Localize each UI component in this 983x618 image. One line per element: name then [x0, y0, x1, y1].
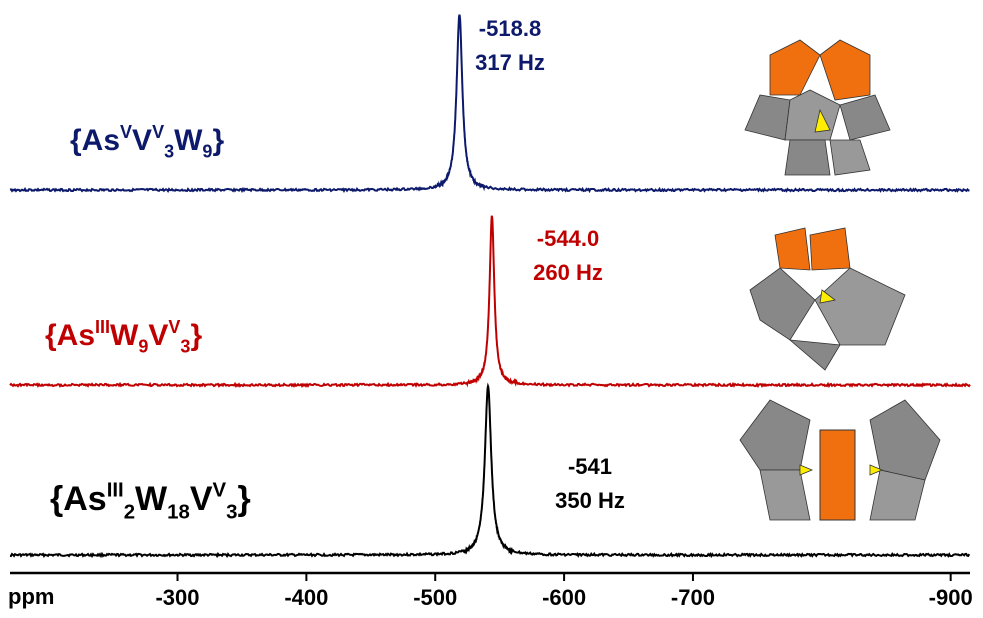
series-name-part: {As	[70, 124, 120, 157]
x-tick-label: -900	[929, 585, 973, 610]
series-name-part: 9	[138, 337, 148, 357]
linewidth-label: 260 Hz	[533, 260, 603, 285]
series-name-part: W	[110, 319, 139, 352]
series-name-part: }	[190, 319, 202, 352]
x-tick-label: -400	[284, 585, 328, 610]
series-name-part: V	[190, 480, 213, 518]
spectrum	[9, 215, 971, 389]
series-name-part: V	[152, 122, 164, 142]
series-name-part: }	[237, 480, 250, 518]
series-name-part: }	[212, 124, 224, 157]
x-tick-label: -300	[155, 585, 199, 610]
series-name-part: V	[213, 479, 227, 501]
x-tick-label: -700	[671, 585, 715, 610]
x-tick-label: -600	[542, 585, 586, 610]
series-name-part: {As	[50, 480, 107, 518]
series-name-part: V	[132, 124, 152, 157]
series-name-part: W	[135, 480, 168, 518]
series-name-part: III	[95, 317, 110, 337]
series-name-part: III	[107, 479, 124, 501]
structure-1	[744, 39, 891, 176]
series-name-part: 3	[226, 502, 237, 524]
peak-label: -518.8	[479, 16, 541, 41]
series-name-part: {As	[45, 319, 95, 352]
spectrum	[9, 382, 971, 559]
linewidth-label: 350 Hz	[555, 488, 625, 513]
structure-3	[739, 399, 941, 521]
peak-label: -544.0	[537, 226, 599, 251]
series-name-part: V	[120, 122, 132, 142]
series-name: {AsIII2W18VV3}	[50, 479, 251, 523]
x-axis-label: ppm	[8, 584, 54, 609]
spectrum	[9, 14, 970, 194]
x-tick-label: -500	[413, 585, 457, 610]
series-name-part: 3	[180, 337, 190, 357]
series-name: {AsIIIW9VV3}	[45, 317, 202, 357]
series-name: {AsVVV3W9}	[70, 122, 224, 162]
series-name-part: W	[174, 124, 203, 157]
series-name-part: 2	[124, 502, 135, 524]
series-name-part: 9	[202, 142, 212, 162]
series-name-part: V	[148, 319, 168, 352]
series-name-part: V	[168, 317, 180, 337]
series-name-part: 3	[164, 142, 174, 162]
peak-label: -541	[568, 454, 612, 479]
linewidth-label: 317 Hz	[475, 50, 545, 75]
series-name-part: 18	[167, 502, 190, 524]
structure-2	[749, 227, 906, 371]
